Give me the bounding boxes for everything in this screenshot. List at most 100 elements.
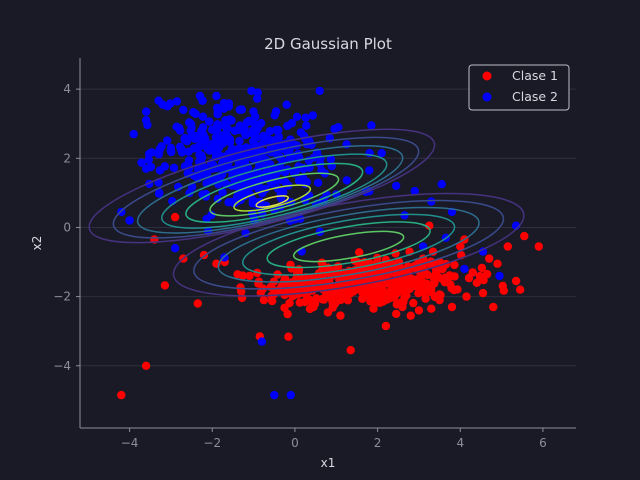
point-series-2-cloud (235, 136, 244, 146)
point-series-2-cloud (274, 125, 283, 135)
point-series-1-cloud (160, 281, 170, 290)
point-series-2-cloud (198, 112, 208, 121)
point-series-1-20 (478, 288, 488, 298)
point-series-2-19 (427, 197, 436, 206)
y-axis-label: x2 (30, 236, 44, 251)
point-series-1-37 (427, 304, 436, 313)
point-series-2-cloud (265, 126, 275, 136)
point-series-1-cloud (256, 288, 265, 297)
point-series-2-cloud (249, 137, 258, 146)
point-series-2-cloud (263, 173, 273, 182)
point-series-2-cloud (202, 214, 211, 224)
point-series-2-cloud (176, 126, 185, 135)
point-series-2-cloud (302, 121, 311, 130)
point-series-1-cloud (430, 279, 439, 288)
point-series-2-cloud (144, 155, 153, 165)
point-series-2-7 (129, 129, 138, 139)
point-series-2-cloud (205, 117, 214, 126)
point-series-2-cloud (241, 191, 250, 200)
point-series-2-cloud (144, 149, 154, 159)
point-series-2-cloud (257, 119, 266, 128)
point-series-2-cloud (163, 136, 172, 145)
point-series-2-cloud (288, 139, 297, 148)
contour-4 (185, 162, 364, 223)
point-series-2-14 (257, 337, 267, 346)
point-series-1-26 (309, 302, 318, 312)
point-series-2-cloud (222, 131, 232, 140)
y-tick-label-3: 2 (63, 151, 71, 165)
point-series-2-cloud (308, 111, 317, 120)
point-series-2-cloud (316, 154, 325, 163)
point-series-1-cloud (238, 271, 247, 280)
point-series-2-20 (437, 180, 446, 189)
point-series-2-37 (400, 211, 409, 220)
point-series-2-cloud (213, 108, 222, 117)
point-series-1-cloud (396, 280, 405, 289)
point-series-1-cloud (382, 295, 391, 304)
point-series-2-cloud (253, 94, 262, 103)
contour-6 (233, 184, 312, 212)
point-series-1-16 (511, 276, 521, 286)
y-tick-label-1: −2 (53, 290, 71, 304)
point-series-2-cloud (215, 173, 224, 182)
point-series-2-cloud (287, 119, 297, 128)
x-tick-label-0: −4 (121, 436, 139, 450)
contour-8 (172, 192, 525, 297)
point-series-2-39 (166, 143, 176, 153)
point-series-1-11 (462, 292, 471, 301)
point-series-2-15 (367, 121, 376, 130)
point-series-2-13 (286, 390, 295, 400)
point-series-1-14 (493, 259, 502, 268)
point-series-2-17 (392, 181, 401, 191)
point-series-2-cloud (137, 158, 146, 167)
point-series-1-36 (392, 309, 401, 319)
point-series-2-30 (282, 100, 291, 109)
point-series-1-cloud (355, 248, 364, 257)
contour-12 (266, 221, 431, 269)
point-series-1-15 (503, 242, 512, 251)
axes: −4 −2 0 2 4 6 −4 −2 0 2 4 (53, 58, 576, 450)
contour-10 (217, 206, 480, 283)
point-series-1-cloud (284, 332, 293, 341)
point-series-2-cloud (274, 132, 283, 141)
point-series-1-10 (456, 242, 465, 251)
legend-marker-clase-1 (482, 71, 492, 81)
point-series-2-34 (170, 244, 180, 253)
point-series-2-cloud (313, 178, 323, 187)
contour-3 (161, 153, 388, 229)
point-series-2-6 (141, 116, 151, 125)
point-series-1-cloud (341, 293, 350, 303)
point-series-1-13 (489, 302, 498, 312)
legend-box (468, 64, 570, 111)
point-series-2-cloud (225, 138, 235, 147)
point-series-2-1 (212, 91, 221, 101)
point-series-2-33 (187, 123, 196, 132)
x-tick-label-5: 6 (539, 436, 547, 450)
point-series-1-cloud (479, 276, 488, 285)
point-series-2-cloud (342, 176, 351, 185)
point-series-2-cloud (176, 144, 185, 153)
point-series-1-35 (369, 304, 378, 313)
point-series-1-cloud (427, 287, 436, 297)
point-series-2-22 (478, 247, 488, 256)
point-series-1-cloud (409, 298, 418, 308)
point-series-1-12 (472, 278, 481, 287)
point-series-1-41 (485, 254, 494, 263)
point-series-2-16 (377, 148, 386, 158)
point-series-1-cloud (319, 285, 328, 294)
point-series-1-27 (259, 295, 269, 305)
point-series-1-17 (520, 231, 529, 241)
point-series-2-cloud (184, 156, 194, 165)
point-series-2-cloud (160, 162, 169, 171)
point-series-1-0 (117, 390, 126, 400)
point-series-2-cloud (297, 175, 306, 184)
point-series-1-cloud (304, 287, 313, 296)
point-series-2-cloud (257, 160, 267, 169)
point-series-2-12 (270, 390, 279, 400)
point-series-2-cloud (213, 120, 222, 129)
legend-marker-clase-2 (482, 92, 492, 102)
x-tick-label-3: 2 (374, 436, 382, 450)
point-series-2-cloud (248, 196, 258, 205)
point-series-2-cloud (227, 197, 237, 207)
